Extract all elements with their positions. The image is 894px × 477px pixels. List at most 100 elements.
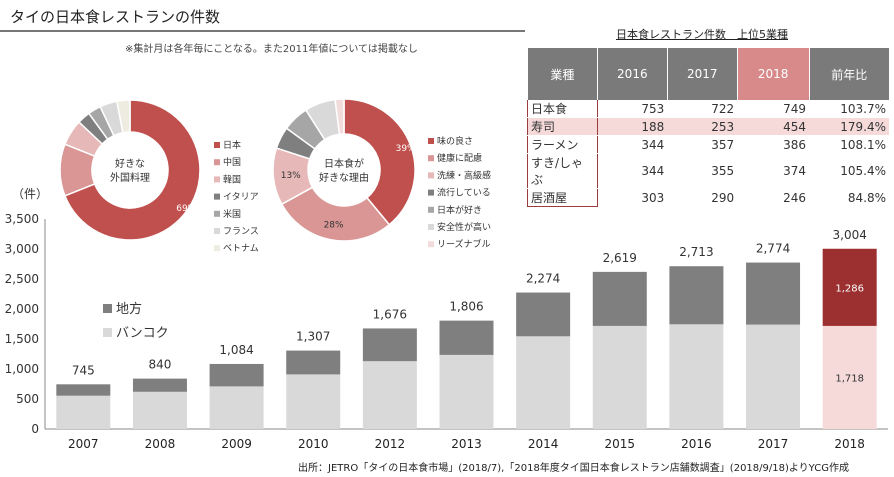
x-tick-label: 2012: [375, 437, 406, 451]
pie-legend-label: 安全性が高い: [437, 221, 491, 233]
bar-local: [746, 262, 801, 325]
pie-legend-swatch: [428, 224, 434, 230]
bar-total-label: 2,713: [679, 245, 713, 259]
pie-center-label: 日本食が: [324, 157, 364, 170]
bar-bangkok: [822, 325, 877, 429]
pie-slice-label: 28%: [324, 221, 344, 231]
x-tick-label: 2009: [221, 437, 252, 451]
table-cell: 722: [667, 100, 738, 118]
bar-local: [516, 292, 571, 337]
bar-inner-label: 1,718: [835, 373, 864, 384]
y-tick-label: 500: [16, 392, 39, 406]
y-tick-label: 2,500: [5, 272, 39, 286]
table-row: 居酒屋 303 290 246 84.8%: [527, 188, 889, 207]
table-cell: 246: [737, 188, 810, 207]
table-cell: 179.4%: [809, 117, 889, 136]
source-note: 出所：JETRO「タイの日本食市場」(2018/7),「2018年度タイ国日本食…: [298, 463, 849, 474]
bar-local: [439, 320, 494, 355]
pie-legend-swatch: [428, 155, 434, 162]
bar-total-label: 2,619: [603, 251, 637, 265]
table-cell: 寿司: [527, 117, 598, 136]
y-tick-label: 2,000: [5, 302, 39, 316]
pie-legend-swatch: [428, 189, 434, 196]
bar-local: [592, 271, 647, 326]
x-tick-label: 2018: [834, 437, 865, 451]
bar-local: [56, 384, 111, 396]
pie-slice-label: 39%: [396, 144, 416, 154]
table-cell: 355: [667, 153, 738, 189]
x-tick-label: 2014: [528, 437, 559, 451]
bar-local: [362, 328, 417, 362]
pie-legend-label: 健康に配慮: [437, 152, 482, 164]
pie-legend-swatch: [214, 228, 220, 234]
bar-inner-label: 1,286: [835, 283, 864, 294]
bar-total-label: 745: [72, 363, 95, 377]
legend-swatch-bangkok: [103, 328, 112, 337]
header-cell: 2017: [666, 48, 738, 100]
bar-bangkok: [669, 324, 724, 429]
bar-total-label: 1,676: [373, 307, 407, 321]
title-underline: [0, 30, 525, 32]
table-cell: 290: [667, 188, 738, 207]
pie-legend-label: イタリア: [223, 192, 259, 203]
legend-label-local: 地方: [116, 301, 142, 317]
pie-legend-label: 韓国: [223, 174, 241, 185]
table-cell: 303: [597, 188, 668, 207]
pie-center-label: 好きな: [115, 158, 145, 170]
pie-legend-label: 味の良さ: [437, 135, 473, 147]
table-header-row: 業種 2016 2017 2018 前年比: [527, 48, 889, 100]
bar-bangkok: [592, 325, 647, 429]
table-cell: 753: [597, 100, 668, 118]
y-tick-label: 1,500: [5, 332, 39, 346]
pie-legend-label: ベトナム: [223, 243, 259, 254]
pie-legend-swatch: [428, 138, 434, 144]
table-cell: 188: [597, 117, 668, 136]
bar-bangkok: [746, 324, 801, 429]
table-row: すき/しゃぶ 344 355 374 105.4%: [527, 153, 889, 189]
table-title: 日本食レストラン件数 上位5業種: [616, 28, 788, 41]
table-cell: 日本食: [527, 100, 598, 118]
table-cell: 84.8%: [809, 188, 889, 207]
x-tick-label: 2015: [604, 437, 635, 451]
table-cell: 357: [667, 135, 738, 154]
pie-legend-swatch: [428, 241, 434, 248]
bar-local: [132, 378, 187, 392]
bar-total-label: 840: [149, 358, 172, 372]
bar-total-label: 2,274: [526, 272, 560, 286]
bar-total-label: 1,806: [449, 300, 483, 314]
pie-legend-label: 洗練・高級感: [437, 169, 491, 181]
table-row: ラーメン 344 357 386 108.1%: [527, 135, 889, 154]
pie-slice: [280, 186, 391, 242]
x-tick-label: 2017: [758, 437, 789, 451]
table-cell: 454: [737, 117, 810, 136]
table-row: 日本食 753 722 749 103.7%: [527, 100, 889, 118]
x-tick-label: 2008: [145, 437, 176, 451]
y-tick-label: 1,000: [5, 362, 39, 376]
pie-slice: [334, 98, 345, 136]
y-tick-label: 3,500: [5, 212, 39, 226]
pie-legend-swatch: [214, 210, 220, 217]
page-title: タイの日本食レストランの件数: [10, 8, 221, 26]
x-tick-label: 2013: [451, 437, 482, 451]
bar-total-label: 1,307: [296, 330, 330, 344]
header-cell: 業種: [527, 48, 598, 100]
pie-legend-label: 日本が好き: [437, 204, 482, 216]
pie-slice-label: 13%: [281, 171, 301, 181]
pie-slice: [63, 99, 201, 241]
y-tick-label: 0: [31, 422, 39, 436]
table-cell: 103.7%: [809, 100, 889, 118]
pie-legend-swatch: [214, 159, 220, 166]
bar-local: [822, 248, 877, 326]
pie-legend-swatch: [214, 176, 220, 183]
y-axis-label: （件）: [12, 187, 48, 201]
pie-center-label: 好きな理由: [319, 171, 369, 184]
y-tick-label: 3,000: [5, 242, 39, 256]
pie-center-label: 外国料理: [110, 171, 150, 184]
x-tick-label: 2007: [68, 437, 99, 451]
bar-bangkok: [439, 354, 494, 429]
table-cell: 居酒屋: [527, 188, 598, 207]
bar-local: [209, 363, 264, 387]
legend-label-bangkok: バンコク: [116, 326, 169, 341]
top5-table: 業種 2016 2017 2018 前年比 日本食 753 722 749 10…: [527, 48, 889, 207]
